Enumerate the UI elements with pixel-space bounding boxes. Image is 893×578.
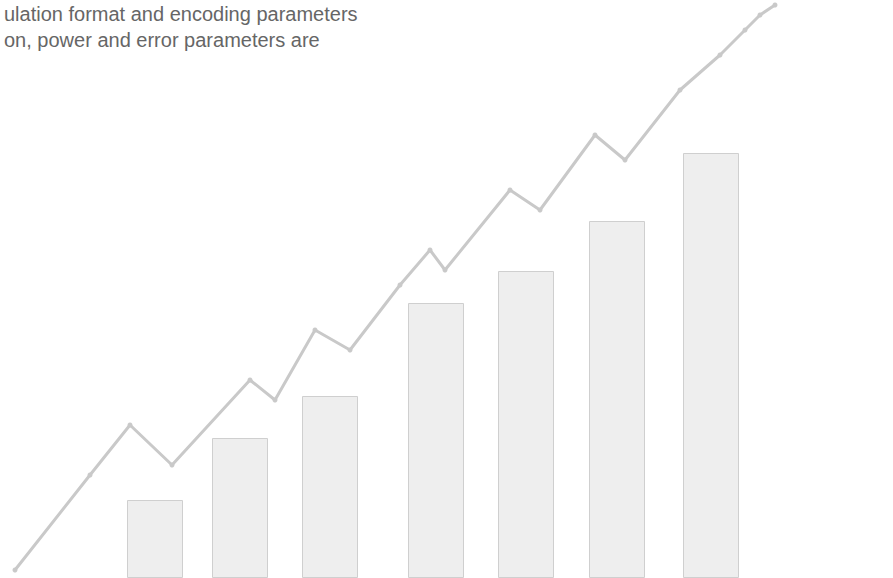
svg-text:ulation format and encoding pa: ulation format and encoding parameters bbox=[4, 3, 358, 25]
svg-text:on, power and error parameters: on, power and error parameters are bbox=[4, 29, 320, 51]
